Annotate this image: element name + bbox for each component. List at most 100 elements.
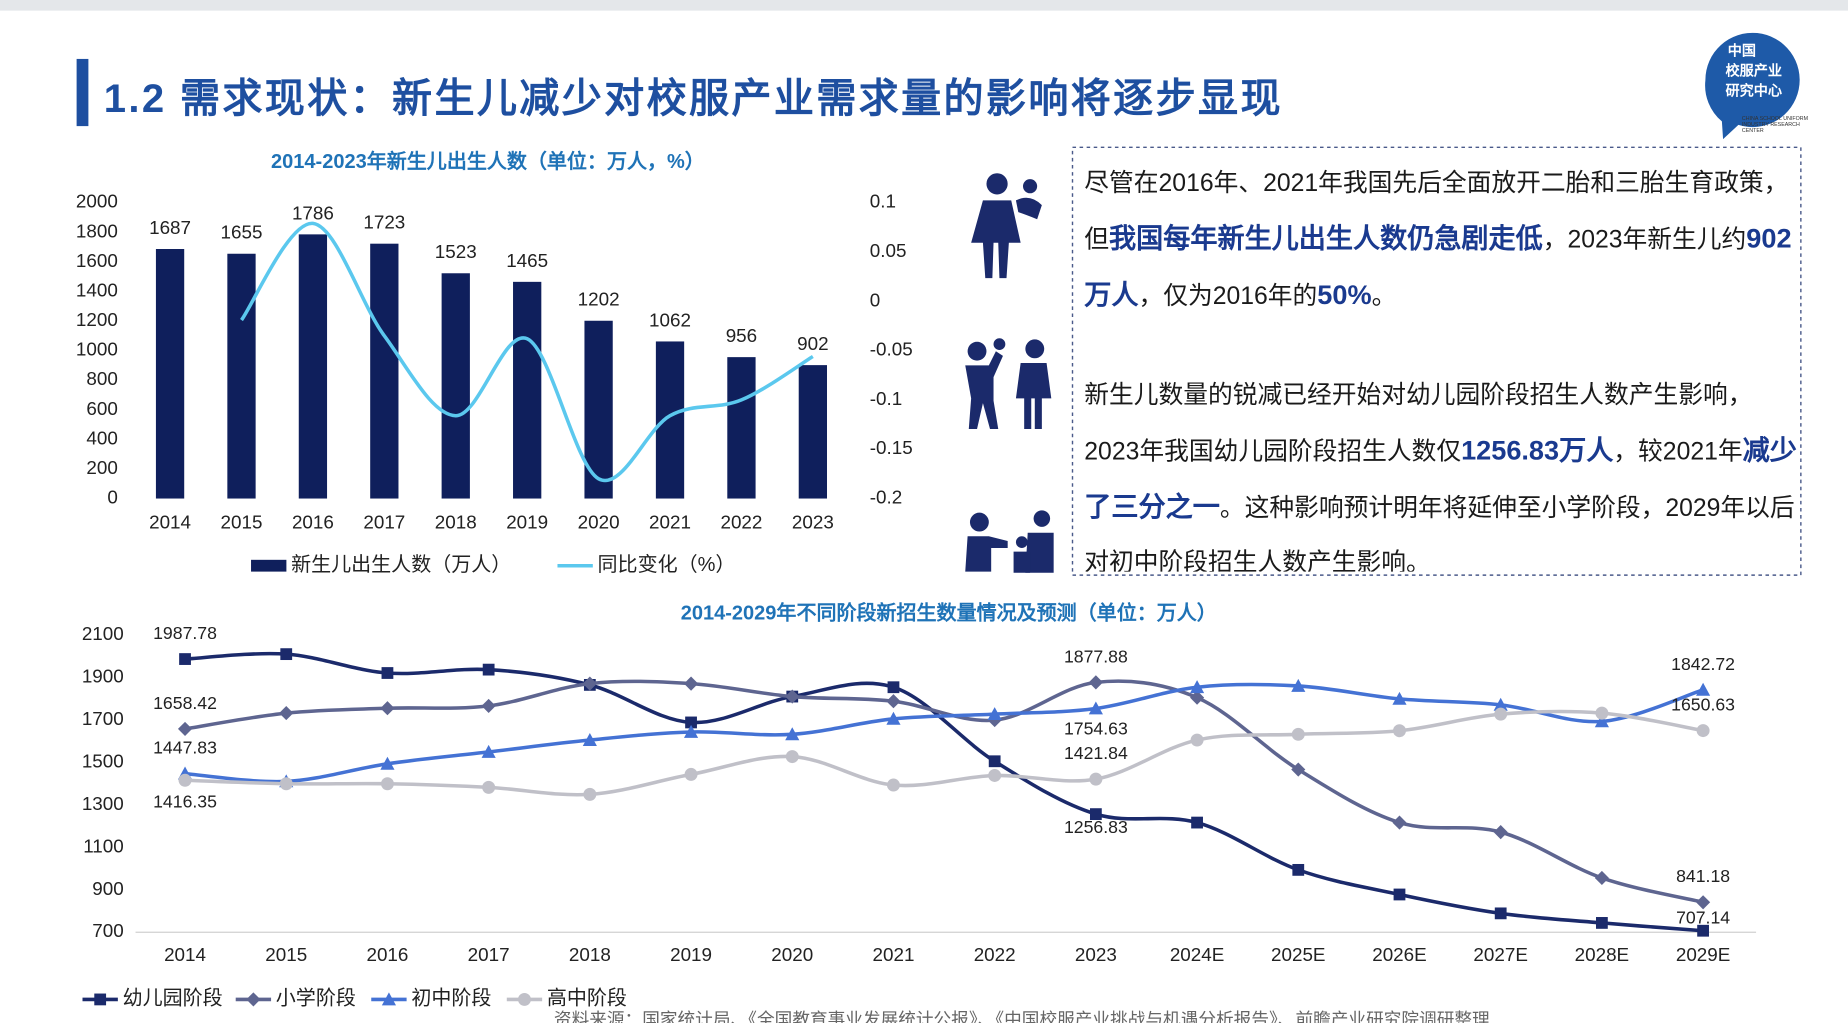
- point-marker: [886, 778, 900, 792]
- chart-births: 2014-2023年新生儿出生人数（单位：万人，%） 0 200 400 600 800 1…: [76, 149, 913, 576]
- bar-value-label: 1687: [149, 217, 191, 238]
- point-marker: [517, 992, 531, 1006]
- legend-label: 小学阶段: [276, 987, 356, 1010]
- data-label: 1650.63: [1671, 695, 1735, 715]
- chart-title: 2014-2029年不同阶段新招生数量情况及预测（单位：万人）: [681, 600, 1217, 624]
- logo-text: 校服产业: [1725, 63, 1782, 79]
- y-tick-label: 1500: [82, 751, 124, 772]
- x-tick-label: 2027E: [1473, 944, 1528, 965]
- y-tick-label: 700: [92, 920, 123, 941]
- point-marker: [1493, 697, 1508, 711]
- x-tick-label: 2021: [649, 511, 691, 532]
- point-marker: [1190, 733, 1204, 747]
- x-tick-label: 2026E: [1372, 944, 1427, 965]
- point-marker: [481, 698, 496, 713]
- point-marker: [1089, 808, 1102, 821]
- x-tick-label: 2019: [506, 511, 548, 532]
- point-marker: [482, 780, 496, 794]
- point-marker: [1595, 917, 1608, 929]
- data-label: 1877.88: [1064, 646, 1128, 666]
- y-tick-label: 400: [86, 427, 117, 448]
- bar-value-label: 1786: [292, 202, 334, 223]
- point-marker: [887, 681, 900, 694]
- emphasis-text: 1256.83万人: [1461, 434, 1614, 466]
- x-tick-label: 2019: [670, 944, 712, 965]
- x-tick-label: 2020: [578, 511, 620, 532]
- bar-value-label: 956: [726, 325, 757, 346]
- point-marker: [1493, 825, 1508, 840]
- paragraph: 尽管在2016年、2021年我国先后全面放开二胎和三胎生育政策，但我国每年新生儿…: [1084, 157, 1798, 324]
- y-tick-label: 900: [92, 878, 123, 899]
- y-tick-label: 600: [86, 398, 117, 419]
- emphasis-text: 50%: [1317, 279, 1372, 310]
- data-label: 1658.42: [153, 693, 217, 713]
- logo-subtitle: CHINA SCHOOL UNIFORM INDUSTRY RESEARCH C…: [1741, 115, 1809, 134]
- series-line: [184, 709, 1704, 797]
- x-tick-label: 2023: [792, 511, 834, 532]
- data-label: 1447.83: [153, 738, 217, 758]
- point-marker: [1696, 724, 1710, 738]
- point-marker: [582, 732, 597, 746]
- y-tick-label: 1300: [82, 793, 124, 814]
- x-tick-label: 2029E: [1676, 944, 1731, 965]
- x-tick-label: 2018: [569, 944, 611, 965]
- point-marker: [785, 689, 800, 704]
- point-marker: [94, 993, 107, 1006]
- data-label: 1416.35: [153, 791, 217, 811]
- page-title: 1.2 需求现状：新生儿减少对校服产业需求量的影响将逐步显现: [104, 77, 1283, 121]
- emphasis-text: 减少了三分之一: [1084, 434, 1797, 523]
- point-marker: [987, 707, 1002, 721]
- body-text: 新生儿数量的锐减已经开始对幼儿园阶段招生人数产生影响，2023年我国幼儿园阶段招…: [1084, 381, 1753, 466]
- point-marker: [482, 663, 495, 676]
- legend-label: 同比变化（%）: [598, 553, 736, 576]
- point-marker: [381, 667, 394, 679]
- body-text: ，较2021年: [1613, 438, 1743, 466]
- point-marker: [1190, 680, 1205, 694]
- y-tick-label: 1400: [76, 279, 118, 300]
- bar-value-label: 1723: [363, 212, 405, 233]
- point-marker: [785, 727, 800, 741]
- top-band: [0, 0, 1848, 11]
- x-tick-label: 2017: [363, 511, 405, 532]
- point-marker: [1494, 907, 1507, 920]
- emphasis-text: 902万人: [1084, 222, 1792, 310]
- point-marker: [179, 653, 191, 665]
- point-marker: [279, 706, 294, 721]
- y2-tick-label: 0.1: [870, 191, 896, 212]
- icon-parent-play: [965, 338, 1052, 429]
- paragraphs: 尽管在2016年、2021年我国先后全面放开二胎和三胎生育政策，但我国每年新生儿…: [1084, 157, 1798, 572]
- y-tick-label: 1800: [76, 220, 118, 241]
- data-label: 1421.84: [1064, 743, 1128, 763]
- point-marker: [178, 773, 192, 787]
- icon-mother-child: [971, 173, 1042, 279]
- data-label: 1256.83: [1064, 817, 1128, 837]
- point-marker: [988, 768, 1002, 782]
- point-marker: [1594, 870, 1609, 886]
- point-marker: [380, 756, 395, 770]
- point-marker: [1696, 682, 1711, 696]
- point-marker: [1594, 714, 1609, 728]
- body-text: 。: [1371, 282, 1397, 310]
- data-label: 841.18: [1676, 866, 1730, 886]
- point-marker: [1291, 678, 1306, 692]
- point-marker: [380, 777, 394, 791]
- body-text: ，2023年新生儿约: [1542, 226, 1747, 254]
- series-line: [184, 651, 1704, 933]
- point-marker: [1697, 924, 1709, 937]
- legend-label: 幼儿园阶段: [123, 987, 223, 1010]
- point-marker: [1392, 815, 1407, 830]
- x-tick-label: 2014: [149, 511, 191, 532]
- paragraph: 新生儿数量的锐减已经开始对幼儿园阶段招生人数产生影响，2023年我国幼儿园阶段招…: [1084, 369, 1798, 572]
- data-label: 1754.63: [1064, 718, 1128, 738]
- x-tick-label: 2015: [265, 944, 307, 965]
- y-tick-label: 0: [107, 487, 117, 508]
- point-marker: [381, 992, 396, 1006]
- x-tick-label: 2017: [468, 944, 510, 965]
- point-marker: [481, 744, 496, 758]
- bar: [798, 365, 828, 499]
- y2-tick-label: -0.1: [870, 388, 902, 409]
- bar-value-label: 902: [797, 333, 828, 354]
- y-tick-label: 1600: [76, 250, 118, 271]
